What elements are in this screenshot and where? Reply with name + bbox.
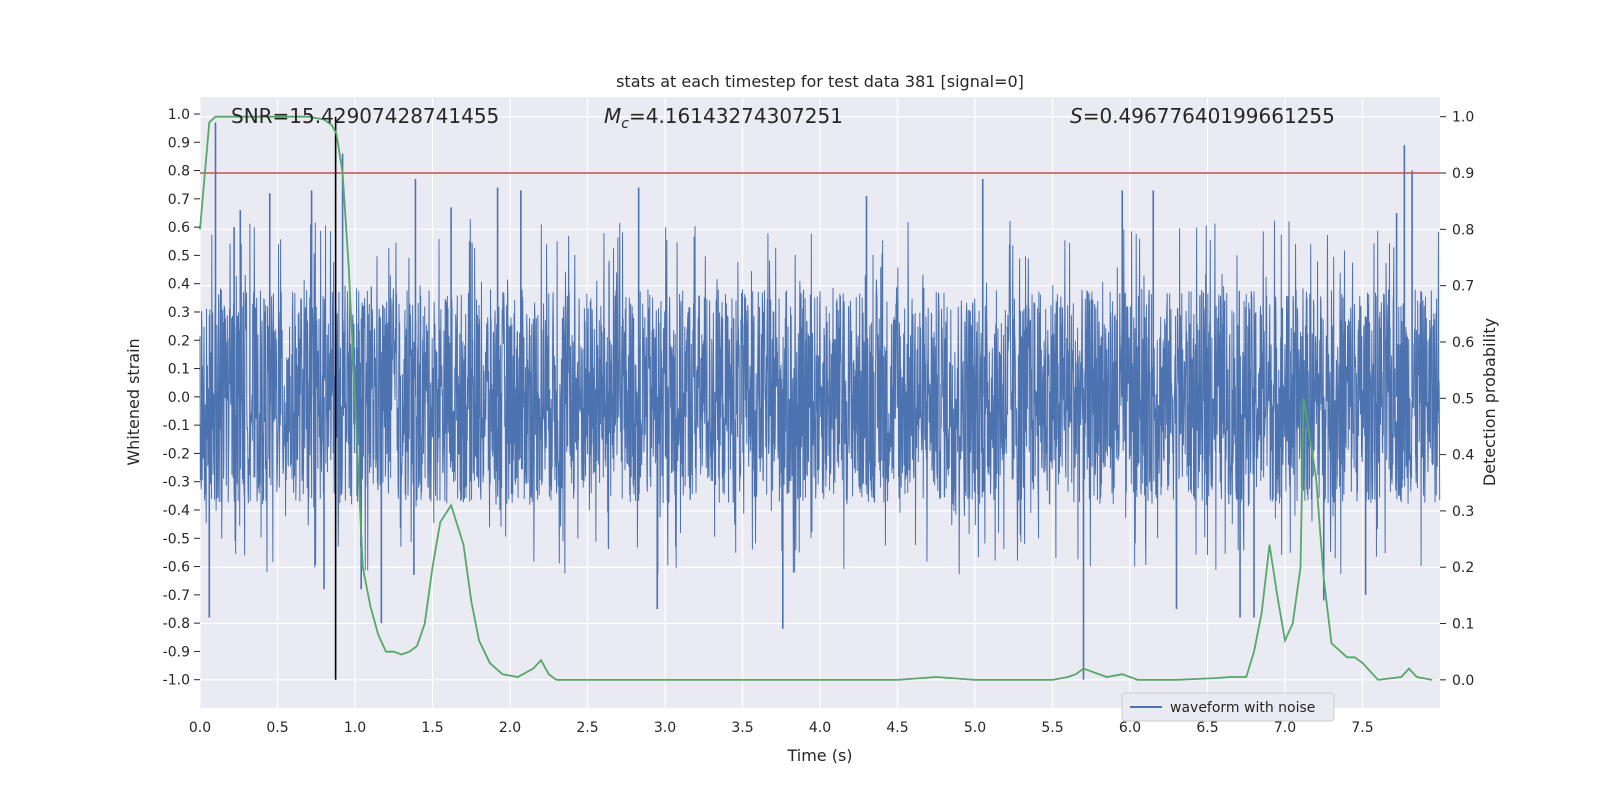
x-tick-label: 0.5: [266, 720, 288, 736]
x-tick-label: 4.0: [809, 720, 831, 736]
y-left-tick-label: -0.1: [163, 418, 190, 434]
y-right-tick-label: 0.5: [1452, 391, 1474, 407]
y-right-tick-label: 0.1: [1452, 617, 1474, 633]
chart-title: stats at each timestep for test data 381…: [616, 72, 1024, 91]
y-left-tick-label: -0.9: [163, 644, 190, 660]
y-right-tick-label: 0.6: [1452, 335, 1474, 351]
x-tick-label: 0.0: [189, 720, 211, 736]
y-left-tick-label: -0.4: [163, 503, 190, 519]
legend-label-waveform: waveform with noise: [1170, 700, 1315, 716]
y-left-tick-label: 1.0: [168, 107, 190, 123]
s-annotation: S=0.49677640199661255: [1070, 104, 1335, 128]
x-tick-label: 1.5: [421, 720, 443, 736]
y-axis-left-label: Whitened strain: [124, 338, 143, 465]
x-tick-label: 5.0: [964, 720, 986, 736]
y-left-tick-label: 0.5: [168, 248, 190, 264]
chirp-mass-value: =4.16143274307251: [629, 104, 843, 128]
y-left-tick-label: -0.2: [163, 446, 190, 462]
chirp-mass-symbol: M: [604, 104, 621, 128]
y-right-tick-label: 0.8: [1452, 222, 1474, 238]
y-axis-left: 1.0 0.9 0.8 0.7 0.6 0.5 0.4 0.3 0.2 0.1 0.0 -0.1 -0.…: [163, 107, 200, 689]
x-tick-label: 6.0: [1119, 720, 1141, 736]
y-left-tick-label: -1.0: [163, 673, 190, 689]
y-left-tick-label: -0.8: [163, 616, 190, 632]
y-left-tick-label: 0.4: [168, 277, 190, 293]
y-left-tick-label: 0.3: [168, 305, 190, 321]
x-tick-label: 5.5: [1041, 720, 1063, 736]
y-left-tick-label: 0.8: [168, 164, 190, 180]
y-right-tick-label: 0.4: [1452, 448, 1474, 464]
y-right-tick-label: 0.2: [1452, 560, 1474, 576]
waveform-series: [199, 122, 1441, 680]
s-value: =0.49677640199661255: [1083, 104, 1335, 128]
detection-probability-line: [199, 115, 1433, 681]
y-left-tick-label: 0.7: [168, 192, 190, 208]
x-tick-label: 2.0: [499, 720, 521, 736]
x-axis: 0.0 0.5 1.0 1.5 2.0 2.5 3.0 3.5 4.0 4.5 5.0 5.5 6.0 6…: [189, 720, 1374, 736]
y-right-tick-label: 0.7: [1452, 279, 1474, 295]
x-tick-label: 7.5: [1351, 720, 1373, 736]
x-tick-label: 7.0: [1274, 720, 1296, 736]
y-left-tick-label: -0.7: [163, 588, 190, 604]
x-tick-label: 3.5: [731, 720, 753, 736]
y-left-tick-label: -0.5: [163, 531, 190, 547]
legend: waveform with noise: [1121, 692, 1335, 722]
chirp-mass-subscript: c: [621, 116, 629, 132]
x-tick-label: 1.0: [344, 720, 366, 736]
y-left-tick-label: -0.6: [163, 560, 190, 576]
x-tick-label: 3.0: [654, 720, 676, 736]
x-axis-label: Time (s): [786, 746, 852, 765]
x-tick-label: 2.5: [576, 720, 598, 736]
snr-annotation: SNR=15.42907428741455: [231, 104, 499, 128]
waveform-noise-path: [199, 219, 1441, 575]
y-left-tick-label: 0.2: [168, 333, 190, 349]
overlays: [199, 115, 1440, 681]
y-right-tick-label: 0.9: [1452, 166, 1474, 182]
y-left-tick-label: 0.1: [168, 362, 190, 378]
y-axis-right-label: Detection probability: [1480, 318, 1499, 486]
y-right-tick-label: 0.3: [1452, 504, 1474, 520]
y-right-tick-label: 0.0: [1452, 673, 1474, 689]
y-right-tick-label: 1.0: [1452, 110, 1474, 126]
y-left-tick-label: 0.0: [168, 390, 190, 406]
y-left-tick-label: 0.6: [168, 220, 190, 236]
y-left-tick-label: -0.3: [163, 475, 190, 491]
y-left-tick-label: 0.9: [168, 135, 190, 151]
x-tick-label: 6.5: [1196, 720, 1218, 736]
y-axis-right: 0.0 0.1 0.2 0.3 0.4 0.5 0.6 0.7 0.8 0.9 1.0: [1440, 110, 1474, 689]
legend-box: [1121, 692, 1335, 722]
chirp-mass-annotation: Mc=4.16143274307251: [604, 104, 843, 132]
s-symbol: S: [1070, 104, 1083, 128]
x-tick-label: 4.5: [886, 720, 908, 736]
